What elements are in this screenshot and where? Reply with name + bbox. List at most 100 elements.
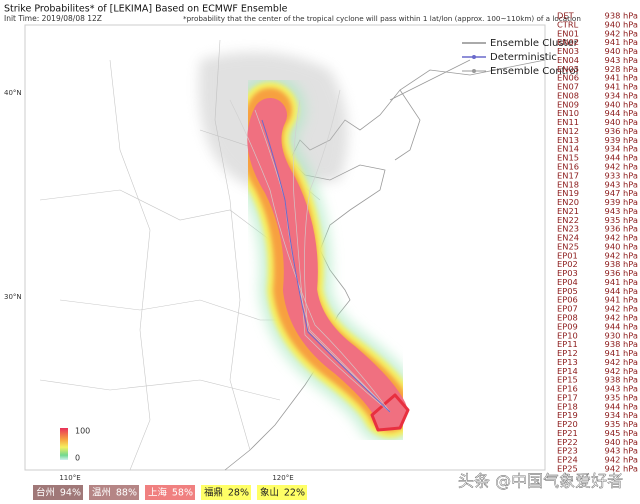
member-id: CTRL (557, 19, 579, 29)
member-id: EN21 (557, 206, 579, 216)
member-pressure: 942 hPa (605, 366, 638, 376)
member-id: EN24 (557, 233, 579, 243)
member-id: EN15 (557, 153, 579, 163)
colorbar-label: 0 (75, 454, 80, 463)
member-id: EP19 (557, 410, 578, 420)
legend: Ensemble Cluster Deterministic Ensemble … (462, 38, 579, 77)
member-id: EP15 (557, 375, 578, 385)
member-pressure: 944 hPa (605, 401, 638, 411)
member-id: EN11 (557, 117, 579, 127)
legend-label: Deterministic (490, 52, 557, 63)
member-id: EP13 (557, 357, 578, 367)
member-pressure: 935 hPa (605, 419, 638, 429)
member-id: EP25 (557, 464, 578, 474)
member-list: DET 938 hPa CTRL 940 hPa EN01 942 hPa EN02 941 … (557, 11, 638, 474)
station-name: 上海 (148, 487, 168, 499)
member-pressure: 941 hPa (605, 82, 638, 92)
legend-label: Ensemble Cluster (490, 38, 579, 49)
member-pressure: 928 hPa (605, 64, 638, 74)
member-pressure: 941 hPa (605, 73, 638, 83)
station-name: 象山 (260, 487, 279, 499)
station-name: 福鼎 (204, 487, 223, 499)
station-box (201, 485, 251, 500)
member-pressure: 942 hPa (605, 313, 638, 323)
member-id: EN05 (557, 64, 579, 74)
member-pressure: 942 hPa (605, 464, 638, 474)
station-box (145, 485, 195, 500)
member-pressure: 939 hPa (605, 135, 638, 145)
init-time: Init Time: 2019/08/08 12Z (4, 14, 102, 23)
member-pressure: 947 hPa (605, 188, 638, 198)
member-id: EP07 (557, 304, 578, 314)
member-id: EP12 (557, 348, 578, 358)
member-pressure: 942 hPa (605, 455, 638, 465)
member-pressure: 943 hPa (605, 206, 638, 216)
colorbar-label: 100 (75, 427, 90, 436)
station-name: 台州 (36, 487, 55, 499)
member-id: EN13 (557, 135, 579, 145)
member-pressure: 933 hPa (605, 170, 638, 180)
member-id: EP08 (557, 313, 578, 323)
member-pressure: 935 hPa (605, 392, 638, 402)
member-pressure: 944 hPa (605, 286, 638, 296)
member-id: EN22 (557, 215, 579, 225)
member-id: EP23 (557, 446, 578, 456)
member-pressure: 940 hPa (605, 99, 638, 109)
member-pressure: 941 hPa (605, 37, 638, 47)
member-id: EN09 (557, 99, 579, 109)
member-pressure: 942 hPa (605, 28, 638, 38)
member-id: EP02 (557, 259, 578, 269)
member-pressure: 941 hPa (605, 348, 638, 358)
watermark: 头条 @中国气象爱好者 (458, 472, 623, 491)
station-prob: 88% (116, 488, 137, 499)
member-pressure: 940 hPa (605, 437, 638, 447)
member-id: EP09 (557, 321, 578, 331)
lon-label: 120°E (272, 474, 293, 482)
member-pressure: 930 hPa (605, 330, 638, 340)
member-id: EN23 (557, 224, 579, 234)
member-id: EN18 (557, 179, 579, 189)
member-pressure: 936 hPa (605, 126, 638, 136)
member-id: EN14 (557, 144, 579, 154)
title: Strike Probabilites* of [LEKIMA] Based o… (4, 4, 288, 15)
member-id: EP21 (557, 428, 578, 438)
member-pressure: 934 hPa (605, 90, 638, 100)
member-pressure: 934 hPa (605, 144, 638, 154)
member-pressure: 943 hPa (605, 55, 638, 65)
member-id: EN01 (557, 28, 579, 38)
member-id: EN20 (557, 197, 579, 207)
member-id: EP14 (557, 366, 578, 376)
member-pressure: 943 hPa (605, 384, 638, 394)
member-pressure: 941 hPa (605, 295, 638, 305)
member-id: EP05 (557, 286, 578, 296)
member-id: EN19 (557, 188, 579, 198)
station-prob: 94% (60, 488, 81, 499)
member-pressure: 940 hPa (605, 19, 638, 29)
member-pressure: 938 hPa (605, 259, 638, 269)
member-pressure: 942 hPa (605, 250, 638, 260)
member-pressure: 940 hPa (605, 46, 638, 56)
colorbar (60, 428, 68, 460)
station-box (89, 485, 139, 500)
member-id: EN25 (557, 241, 579, 251)
station-prob: 22% (284, 488, 305, 499)
member-id: DET (557, 11, 575, 21)
member-id: EN02 (557, 37, 579, 47)
lon-label: 110°E (59, 474, 80, 482)
member-pressure: 938 hPa (605, 375, 638, 385)
member-pressure: 944 hPa (605, 321, 638, 331)
member-pressure: 935 hPa (605, 215, 638, 225)
member-id: EN17 (557, 170, 579, 180)
member-id: EP22 (557, 437, 578, 447)
note: *probability that the center of the trop… (183, 14, 581, 23)
member-id: EN08 (557, 90, 579, 100)
member-id: EN10 (557, 108, 579, 118)
member-id: EN06 (557, 73, 579, 83)
member-id: EP06 (557, 295, 578, 305)
member-pressure: 939 hPa (605, 197, 638, 207)
member-id: EN16 (557, 162, 579, 172)
member-id: EN07 (557, 82, 579, 92)
station-list: 台州 94% 温州 88% 上海 58% 福鼎 28% 象山 22% (33, 485, 307, 500)
member-pressure: 936 hPa (605, 224, 638, 234)
